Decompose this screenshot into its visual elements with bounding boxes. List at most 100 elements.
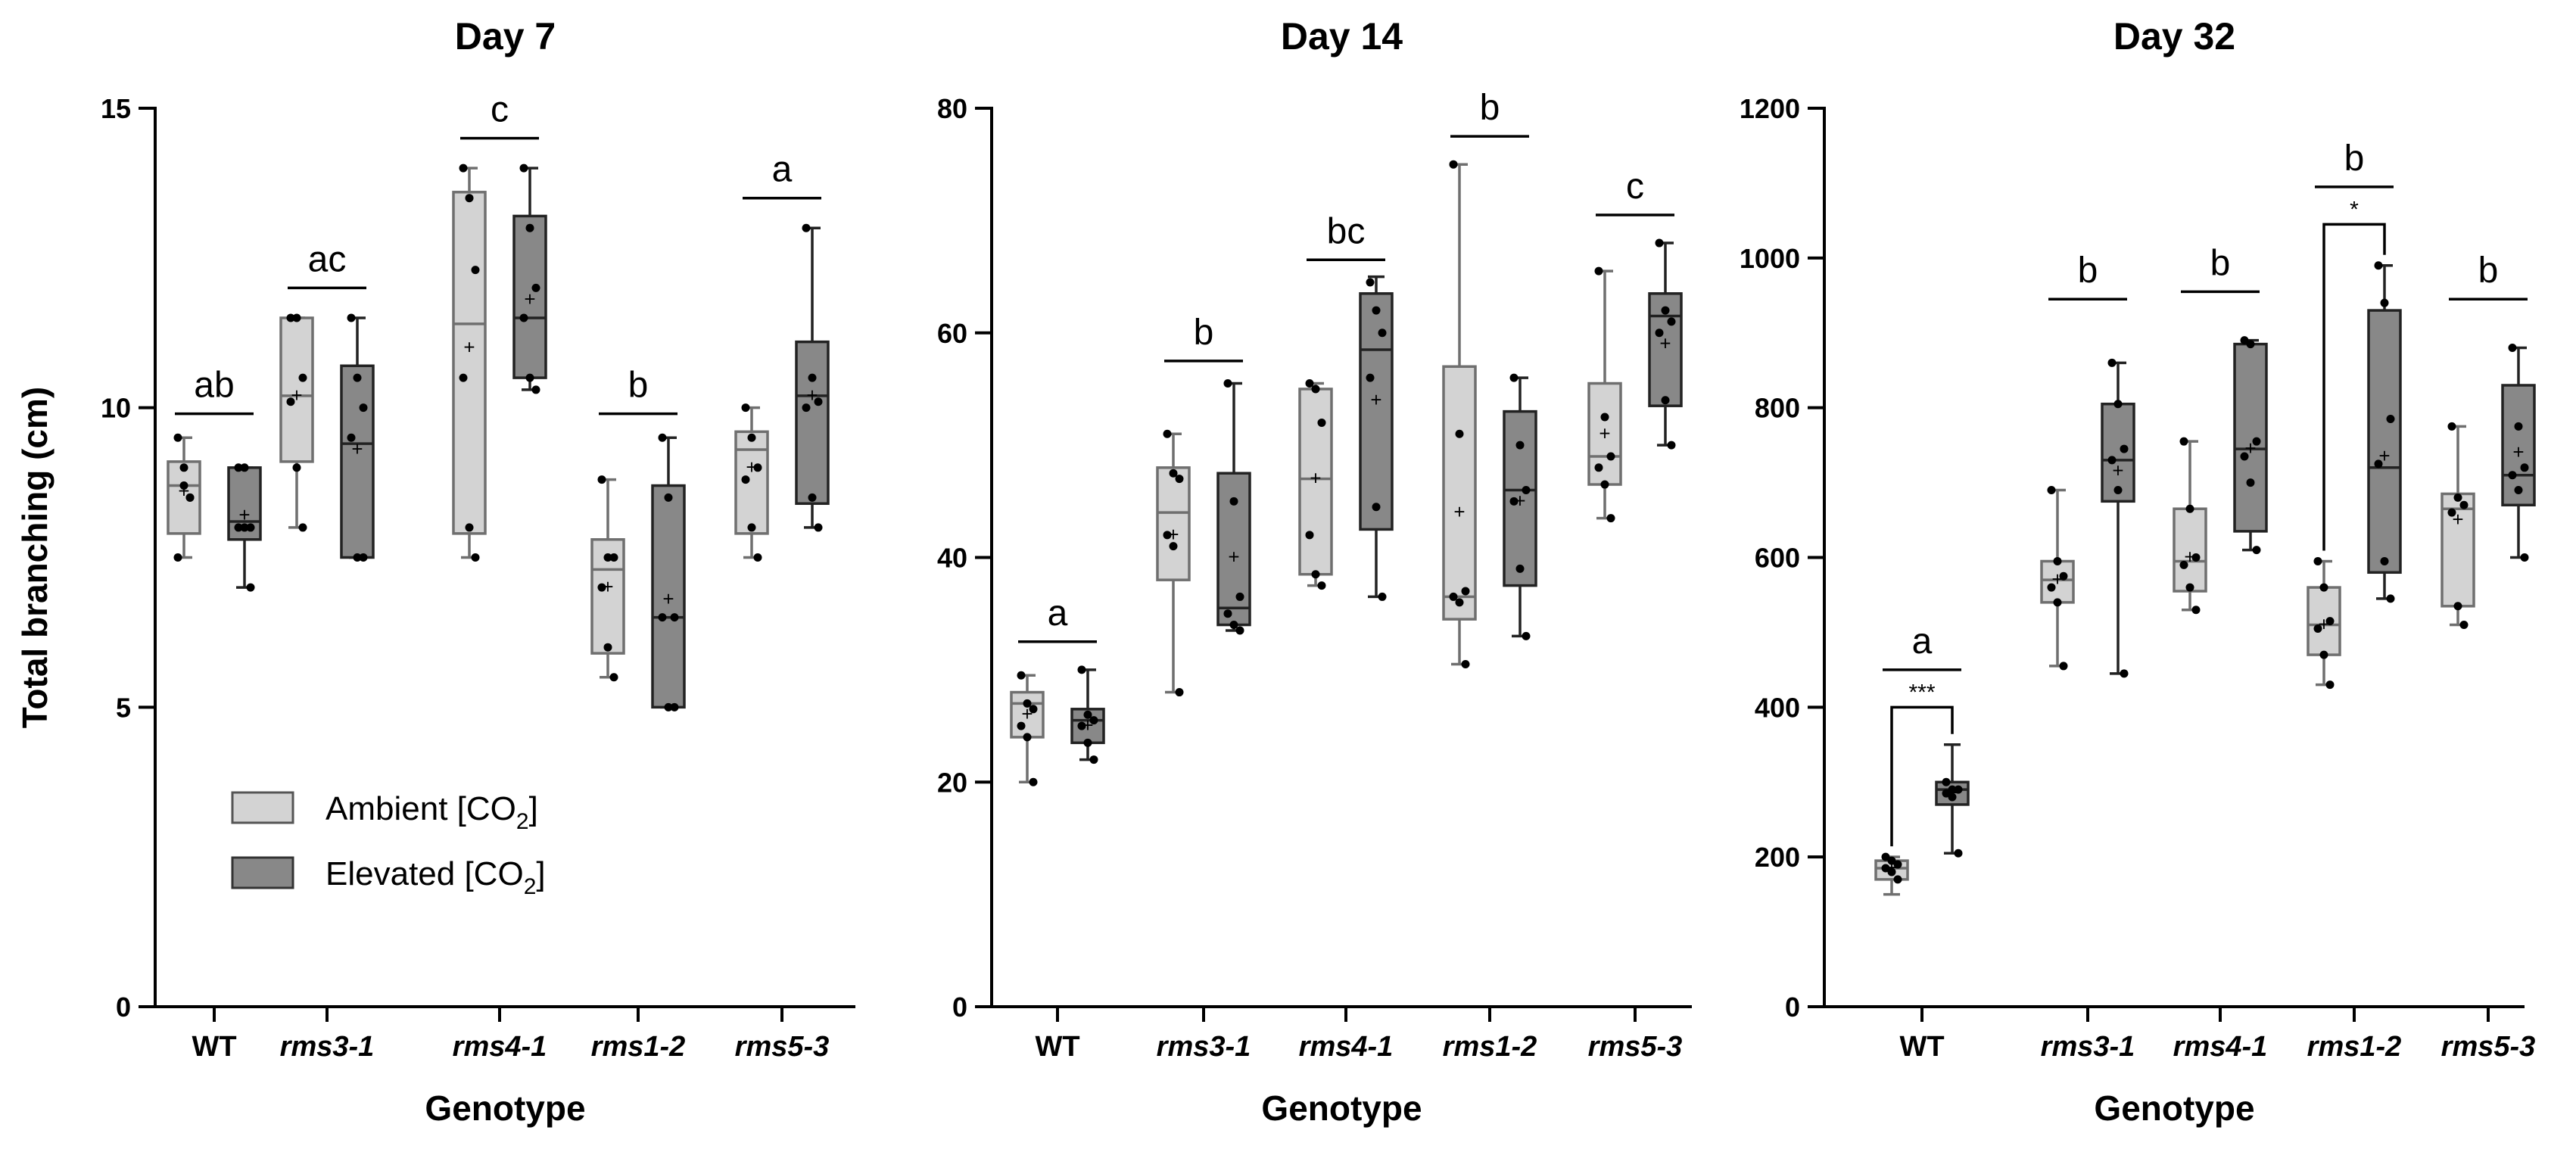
data-point bbox=[2459, 621, 2469, 630]
data-point bbox=[2447, 508, 2456, 517]
data-point bbox=[2113, 485, 2123, 494]
box-iqr bbox=[2501, 384, 2536, 507]
data-point bbox=[1235, 626, 1244, 635]
data-point bbox=[1594, 463, 1603, 472]
data-point bbox=[2252, 437, 2261, 446]
box-ambient: + bbox=[1442, 160, 1477, 668]
box-mean-marker: + bbox=[1370, 388, 1381, 411]
data-point bbox=[1083, 710, 1092, 719]
data-point bbox=[2191, 606, 2201, 615]
data-point bbox=[1948, 785, 1957, 794]
box-iqr bbox=[1442, 365, 1477, 621]
sig-letter: ab bbox=[194, 366, 234, 406]
data-point bbox=[753, 553, 762, 562]
data-point bbox=[2514, 422, 2523, 431]
data-point bbox=[1522, 631, 1531, 640]
data-point bbox=[525, 223, 534, 232]
box-iqr bbox=[734, 430, 769, 535]
data-point bbox=[347, 433, 356, 442]
data-point bbox=[808, 373, 817, 382]
x-tick-label: rms4-1 bbox=[453, 1031, 547, 1063]
box-elevated: + bbox=[1935, 743, 1970, 858]
data-point bbox=[2380, 556, 2389, 565]
data-point bbox=[1600, 413, 1609, 422]
data-point bbox=[1667, 441, 1676, 450]
data-point bbox=[1175, 688, 1184, 697]
data-point bbox=[2520, 463, 2529, 472]
data-point bbox=[2107, 456, 2117, 465]
box-ambient: + bbox=[1156, 429, 1191, 697]
sig-letter: a bbox=[772, 150, 793, 190]
data-point bbox=[1089, 755, 1098, 764]
data-point bbox=[246, 523, 255, 532]
data-point bbox=[658, 613, 667, 622]
box-mean-marker: + bbox=[662, 587, 674, 610]
data-point bbox=[1655, 238, 1664, 248]
panel-3: Day 32 0 200 400 600 800 1000 1200 WT rms3-1 rms4-… bbox=[1740, 15, 2536, 1128]
box-elevated: + bbox=[227, 463, 262, 592]
box-ambient: + bbox=[279, 313, 314, 532]
box-mean-marker: + bbox=[238, 503, 250, 526]
legend-swatch-ambient bbox=[231, 791, 294, 824]
data-point bbox=[1029, 777, 1038, 786]
data-point bbox=[664, 493, 673, 502]
data-point bbox=[471, 553, 480, 562]
box-ambient: + bbox=[1298, 379, 1333, 590]
data-point bbox=[2059, 571, 2068, 581]
box-iqr bbox=[1359, 292, 1394, 531]
data-point bbox=[519, 313, 528, 322]
data-point bbox=[1515, 564, 1525, 573]
data-point bbox=[531, 385, 540, 394]
data-point bbox=[2240, 336, 2249, 345]
data-point bbox=[1229, 497, 1238, 506]
data-point bbox=[359, 403, 368, 413]
data-point bbox=[1169, 469, 1178, 478]
data-point bbox=[2113, 400, 2123, 409]
panel-title: Day 14 bbox=[1281, 15, 1403, 58]
legend-label-elevated: Elevated [CO2] bbox=[326, 855, 546, 899]
data-point bbox=[1017, 721, 1026, 730]
data-point bbox=[1089, 716, 1098, 725]
x-tick-label: rms1-2 bbox=[1443, 1031, 1537, 1063]
x-axis-label: Genotype bbox=[1261, 1088, 1422, 1128]
box-elevated: + bbox=[651, 433, 686, 712]
data-point bbox=[1077, 721, 1086, 730]
data-point bbox=[1522, 485, 1531, 494]
y-tick-label: 40 bbox=[937, 543, 967, 574]
data-point bbox=[1017, 671, 1026, 680]
data-point bbox=[1305, 379, 1314, 388]
legend-label-ambient: Ambient [CO2] bbox=[326, 790, 538, 834]
box-iqr bbox=[1156, 466, 1191, 581]
data-point bbox=[1667, 317, 1676, 326]
box-elevated: + bbox=[2101, 358, 2135, 678]
box-ambient: + bbox=[590, 475, 625, 682]
y-tick-label: 600 bbox=[1755, 543, 1800, 574]
x-tick-label: rms5-3 bbox=[2441, 1031, 2536, 1063]
data-point bbox=[1449, 592, 1458, 601]
data-point bbox=[2386, 415, 2395, 424]
data-point bbox=[2246, 478, 2255, 487]
data-point bbox=[2059, 662, 2068, 671]
data-point bbox=[471, 266, 480, 275]
sig-letter: b bbox=[628, 366, 649, 406]
data-point bbox=[2514, 485, 2523, 494]
box-mean-marker: + bbox=[1599, 422, 1610, 444]
data-point bbox=[1461, 659, 1470, 668]
panel-1: Day 7 0 5 10 15 WT rms3-1 rms4-1 rms1-2 rms5-3 Gen… bbox=[15, 15, 855, 1128]
data-point bbox=[246, 583, 255, 592]
data-point bbox=[1455, 429, 1464, 438]
box-mean-marker: + bbox=[351, 437, 363, 460]
box-elevated: + bbox=[1070, 665, 1105, 764]
data-point bbox=[1372, 306, 1381, 315]
data-point bbox=[609, 673, 618, 682]
data-point bbox=[1378, 329, 1387, 338]
data-point bbox=[240, 463, 249, 472]
data-point bbox=[1311, 385, 1320, 394]
data-point bbox=[1378, 592, 1387, 601]
data-point bbox=[1077, 665, 1086, 674]
data-point bbox=[173, 553, 182, 562]
box-elevated: + bbox=[1648, 238, 1683, 450]
data-point bbox=[670, 613, 679, 622]
box-elevated: + bbox=[2501, 344, 2536, 562]
data-point bbox=[670, 702, 679, 712]
